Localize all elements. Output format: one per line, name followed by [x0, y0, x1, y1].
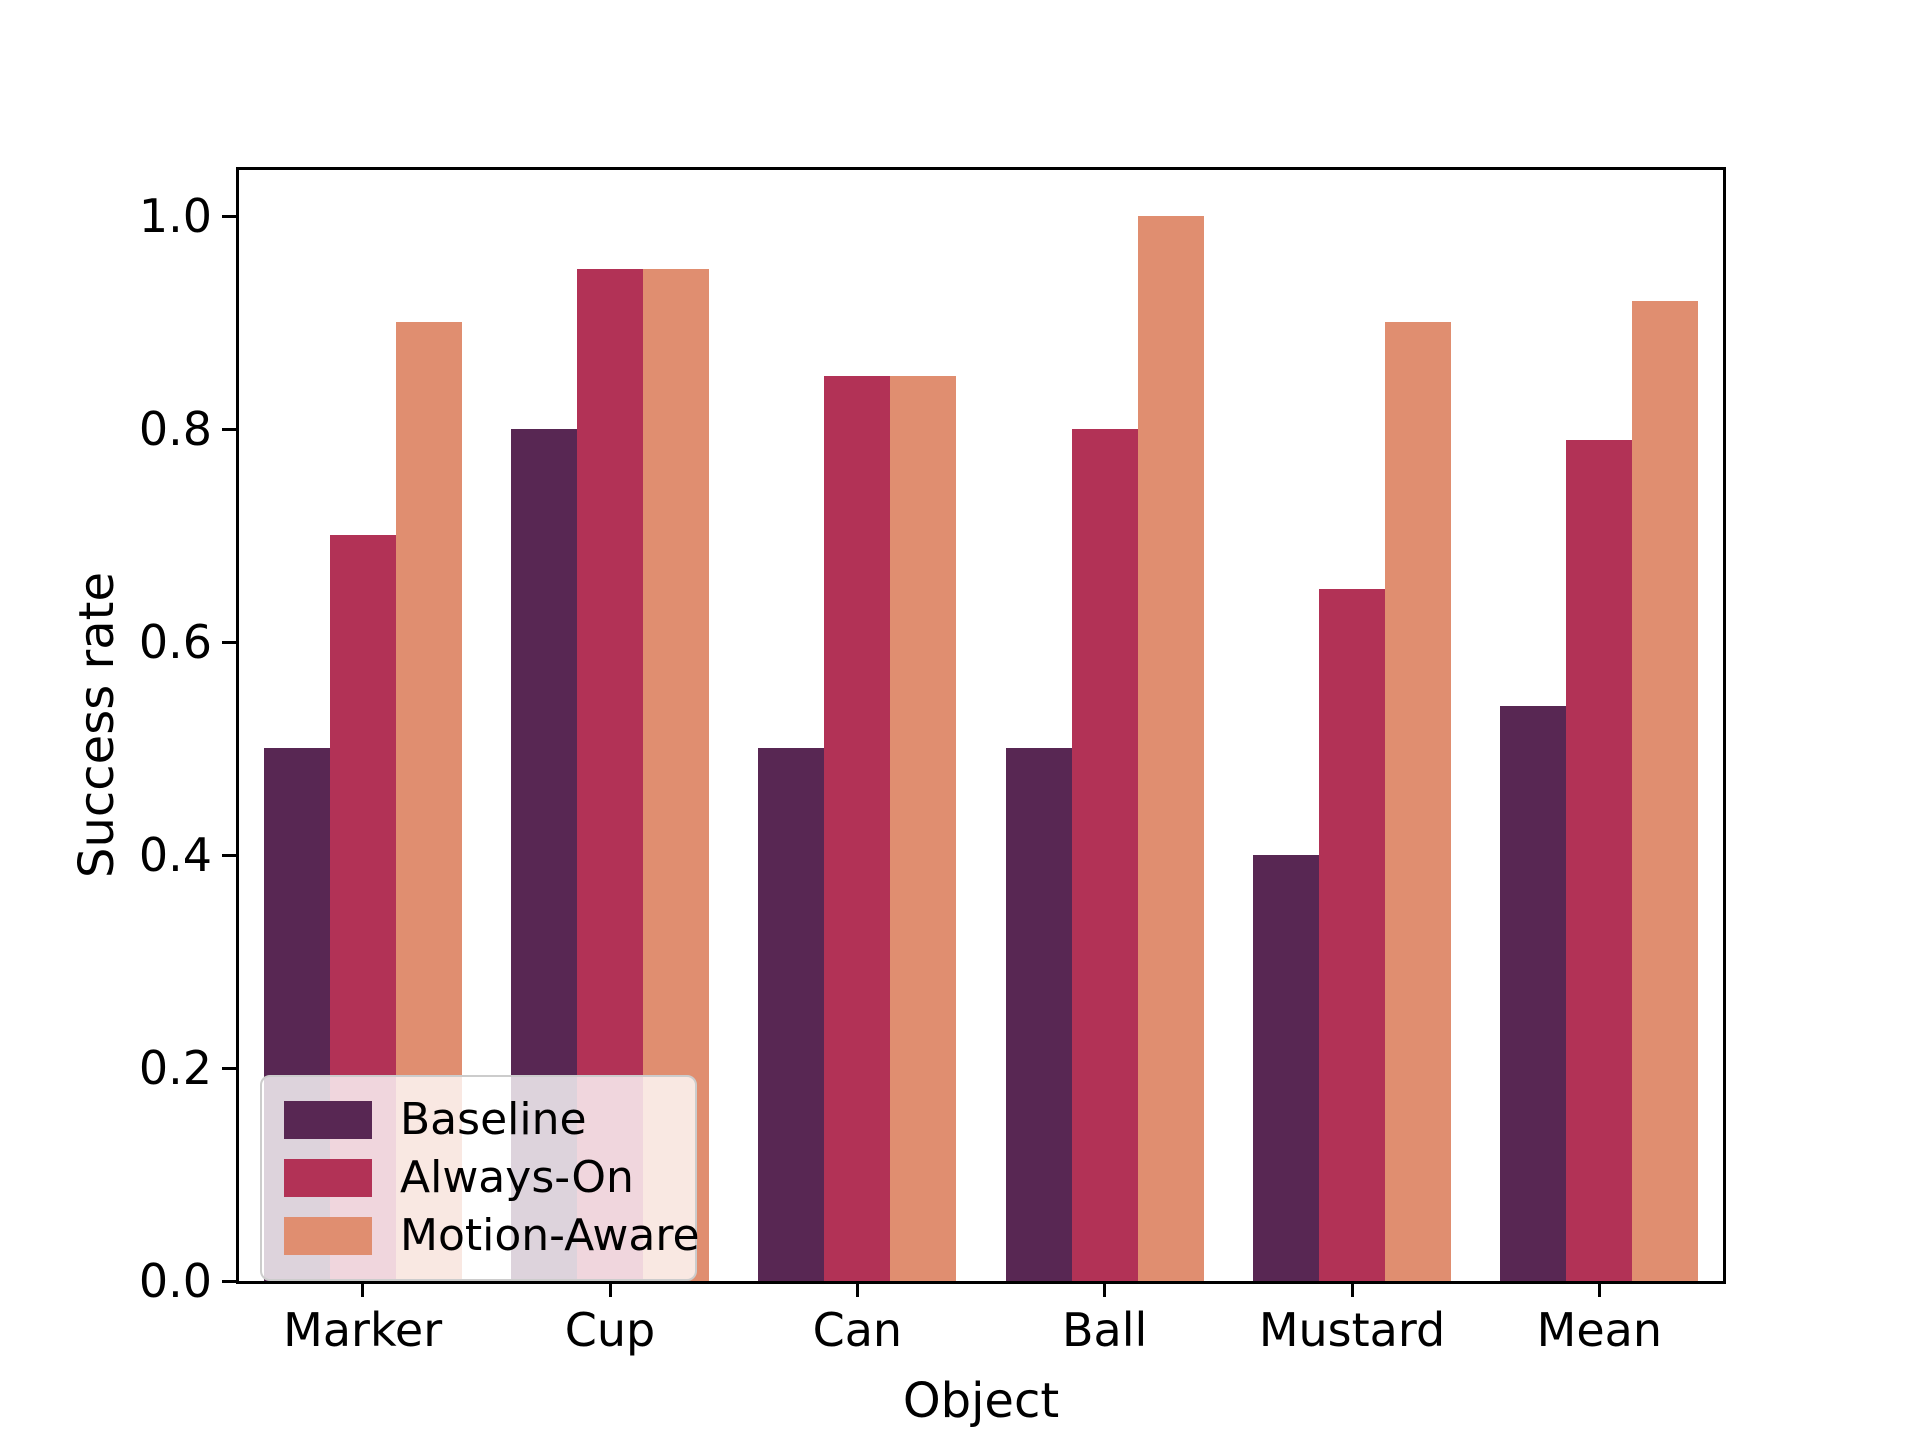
x-tick-label-ball: Ball — [1062, 1303, 1148, 1357]
y-tick-mark-0.0 — [222, 1279, 236, 1283]
bar-motion-aware-mustard — [1385, 322, 1451, 1281]
legend-swatch-always-on — [284, 1159, 372, 1197]
y-tick-label-0.6: 0.6 — [138, 615, 212, 669]
y-tick-mark-0.4 — [222, 853, 236, 857]
bar-motion-aware-mean — [1632, 301, 1699, 1281]
y-tick-mark-0.2 — [222, 1066, 236, 1070]
y-tick-mark-0.6 — [222, 640, 236, 644]
legend-row-motion-aware: Motion-Aware — [284, 1207, 700, 1265]
x-tick-mark-marker — [361, 1284, 365, 1297]
bar-baseline-mustard — [1253, 855, 1319, 1281]
legend: Baseline Always-On Motion-Aware — [260, 1075, 700, 1281]
x-tick-label-mustard: Mustard — [1258, 1303, 1446, 1357]
x-tick-label-cup: Cup — [564, 1303, 656, 1357]
y-tick-mark-1.0 — [222, 214, 236, 218]
bar-motion-aware-can — [890, 376, 957, 1281]
x-tick-mark-mean — [1597, 1284, 1601, 1297]
y-tick-label-0.4: 0.4 — [138, 828, 212, 882]
bar-baseline-can — [758, 748, 825, 1281]
legend-label-baseline: Baseline — [400, 1094, 587, 1145]
bar-always-on-can — [824, 376, 891, 1281]
y-tick-label-0.2: 0.2 — [138, 1041, 212, 1095]
x-tick-label-can: Can — [812, 1303, 903, 1357]
x-tick-mark-can — [855, 1284, 859, 1297]
y-tick-label-0.0: 0.0 — [138, 1254, 212, 1308]
bar-always-on-ball — [1071, 429, 1138, 1281]
bar-always-on-mustard — [1319, 589, 1385, 1281]
x-tick-label-mean: Mean — [1536, 1303, 1662, 1357]
x-tick-label-marker: Marker — [283, 1303, 443, 1357]
y-tick-mark-0.8 — [222, 427, 236, 431]
legend-label-motion-aware: Motion-Aware — [400, 1210, 700, 1261]
bar-baseline-ball — [1005, 748, 1072, 1281]
x-tick-mark-ball — [1103, 1284, 1107, 1297]
bar-motion-aware-ball — [1137, 216, 1204, 1281]
legend-row-always-on: Always-On — [284, 1149, 673, 1207]
legend-row-baseline: Baseline — [284, 1091, 673, 1149]
plot-area: Baseline Always-On Motion-Aware — [236, 167, 1726, 1284]
bar-always-on-mean — [1566, 440, 1633, 1281]
y-tick-label-1.0: 1.0 — [138, 189, 212, 243]
bar-baseline-mean — [1500, 706, 1567, 1281]
x-tick-mark-cup — [608, 1284, 612, 1297]
x-tick-mark-mustard — [1350, 1284, 1354, 1297]
x-axis-label: Object — [902, 1373, 1060, 1429]
legend-swatch-motion-aware — [284, 1217, 372, 1255]
y-tick-label-0.8: 0.8 — [138, 402, 212, 456]
legend-swatch-baseline — [284, 1101, 372, 1139]
legend-label-always-on: Always-On — [400, 1152, 634, 1203]
